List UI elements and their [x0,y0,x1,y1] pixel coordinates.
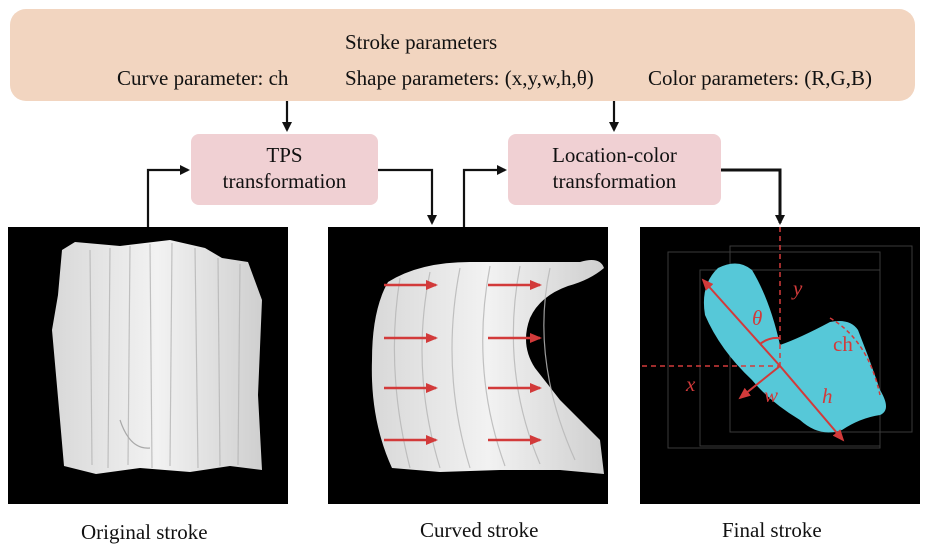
loc-line2: transformation [552,169,677,193]
caption-curved: Curved stroke [420,518,539,542]
color-parameters-label: Color parameters: (R,G,B) [648,66,872,90]
label-h: h [822,384,833,408]
shape-parameters-label: Shape parameters: (x,y,w,h,θ) [345,66,594,90]
label-x: x [686,372,696,396]
deformation-arrows [384,280,542,445]
curved-stroke-shape [371,260,604,474]
original-stroke-shape [52,240,262,474]
tps-transformation-box: TPS transformation [191,134,378,205]
label-theta: θ [752,306,763,330]
caption-original: Original stroke [81,520,208,544]
arrow-curved-to-location [462,165,507,227]
arrow-original-to-tps [146,165,190,227]
tps-line1: TPS [266,143,303,167]
final-stroke-shape [703,263,886,433]
location-color-transformation-box: Location-color transformation [508,134,721,205]
arrow-tps-to-curved [378,168,437,225]
loc-line1: Location-color [552,143,677,167]
arrow-location-to-final [721,168,785,225]
label-ch: ch [833,332,853,356]
tps-line2: transformation [222,169,347,193]
label-y: y [793,276,803,300]
caption-final: Final stroke [722,518,822,542]
final-stroke-annotations [642,227,881,442]
label-w: w [764,383,779,407]
stroke-parameters-panel [10,9,915,101]
curve-parameter-label: Curve parameter: ch [117,66,289,90]
stroke-parameters-title: Stroke parameters [345,30,498,54]
